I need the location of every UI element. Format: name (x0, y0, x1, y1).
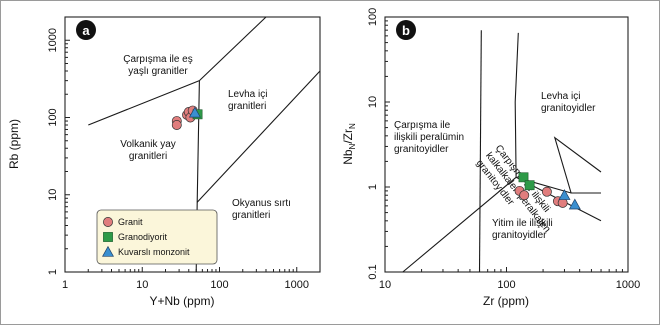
field-label-line: ilişkili peralümin (394, 132, 464, 143)
panel-b-x-tick-label: 10 (379, 279, 391, 291)
field-label-line: granitleri (228, 101, 266, 112)
panel-b-y-label-mid: /Zr (341, 129, 355, 144)
panel-b-field-label-wp: Levha içi granitoyidler (541, 91, 596, 114)
field-label-line: Çarpışma ile eş (123, 54, 192, 65)
panel-b-y-label-nb: Nb (341, 149, 355, 165)
legend-marker-triangle (102, 245, 114, 257)
panel-a-y-tick-label: 1000 (47, 28, 59, 52)
panel-a-point-circle (171, 120, 182, 130)
panel-a-x-tick-label: 1000 (285, 279, 309, 291)
panel-b-x-tick-label: 100 (497, 279, 515, 291)
panel-b-field-boundary (514, 32, 519, 178)
field-label-line: granitoyidler (394, 144, 449, 155)
legend-box (96, 209, 218, 265)
legend-marker-circle (103, 217, 113, 227)
panel-a-letter: a (82, 23, 90, 38)
panel-a-legend: Granit Granodiyorit Kuvarslı monzonit (96, 209, 218, 265)
panel-b-field-label-sub: Yitim ile ilişkili granitoyidler (492, 218, 553, 241)
field-label-line: granitoyidler (541, 103, 596, 114)
panel-a-field-boundary (88, 80, 200, 126)
panel-b-y-label-sub1: N (348, 143, 357, 149)
panel-b-point-square (518, 172, 529, 183)
panel-b-field-boundary (553, 136, 602, 194)
panel-a-point-triangle (188, 106, 201, 118)
field-label-line: yaşlı granitler (128, 66, 188, 77)
panel-a-y-axis-label: Rb (ppm) (7, 119, 21, 169)
panel-a-x-tick-label: 10 (136, 279, 148, 291)
panel-a-field-boundary (199, 16, 267, 81)
panel-a-field-label-va: Volkanik yay granitleri (120, 139, 176, 162)
panel-a-x-axis-label: Y+Nb (ppm) (149, 294, 214, 308)
panel-b-letter: b (402, 23, 410, 38)
field-label-line: granitleri (232, 210, 270, 221)
panel-b-x-tick-label: 1000 (616, 279, 640, 291)
panel-a-plot: 1 10 100 1000 1 10 100 1000 Çarpışma ile eş yaşlı… (47, 16, 321, 291)
panel-a-x-tick-label: 100 (210, 279, 228, 291)
panel-a-y-tick-label: 100 (47, 108, 59, 126)
panel-b: b 10 100 1000 0.1 1 10 100 Çarpışma ile ilişkili… (341, 8, 640, 308)
field-label-line: Volkanik yay (120, 139, 176, 150)
field-label-line: Levha içi (541, 91, 580, 102)
panel-a-y-tick-label: 10 (47, 189, 59, 201)
panel-b-point-triangle (558, 189, 571, 200)
field-label-line: granitoyidler (492, 230, 547, 241)
panel-a-field-label-or: Okyanus sırtı granitleri (232, 198, 291, 221)
panel-b-point-circle (541, 186, 552, 197)
panel-a-axes-box (64, 16, 321, 273)
panel-a-field-label-syn: Çarpışma ile eş yaşlı granitler (123, 54, 192, 77)
panel-a: a 1 10 100 1000 1 10 100 1000 Çarpışma ile eş yaş… (7, 16, 321, 308)
panel-b-y-axis-label: NbN/ZrN (341, 123, 357, 165)
panel-a-x-tick-label: 1 (62, 279, 68, 291)
field-label-line: Okyanus sırtı (232, 198, 291, 209)
panel-b-x-axis-label: Zr (ppm) (483, 294, 529, 308)
panel-b-y-tick-label: 10 (367, 96, 379, 108)
panel-b-badge: b (396, 20, 416, 40)
panel-b-y-tick-label: 1 (367, 184, 379, 190)
field-label-line: Yitim ile ilişkili (492, 218, 553, 229)
panel-b-y-tick-label: 100 (367, 8, 379, 26)
field-label-line: Çarpışma ile (394, 120, 451, 131)
panel-a-field-boundary (196, 70, 321, 203)
field-label-line: granitleri (129, 151, 167, 162)
legend-label: Granodiyorit (118, 232, 168, 242)
panel-a-y-tick-label: 1 (47, 269, 59, 275)
panel-b-field-label-col: Çarpışma ile ilişkili peralümin granitoyid… (394, 120, 464, 155)
panel-b-point-triangle (568, 198, 581, 210)
legend-label: Granit (118, 217, 143, 227)
panel-b-plot: 10 100 1000 0.1 1 10 100 Çarpışma ile ilişkili p… (367, 8, 640, 291)
panel-a-badge: a (76, 20, 96, 40)
panel-b-point-square (524, 180, 535, 191)
field-label-line: Levha içi (228, 89, 267, 100)
legend-label: Kuvarslı monzonit (118, 247, 190, 257)
panel-b-point-circle (519, 190, 530, 201)
panel-a-field-label-wp: Levha içi granitleri (228, 89, 267, 112)
panel-b-y-tick-label: 0.1 (367, 264, 379, 279)
panel-b-field-boundary (478, 30, 482, 273)
legend-marker-square (103, 232, 113, 242)
panel-b-y-label-sub2: N (348, 123, 357, 129)
